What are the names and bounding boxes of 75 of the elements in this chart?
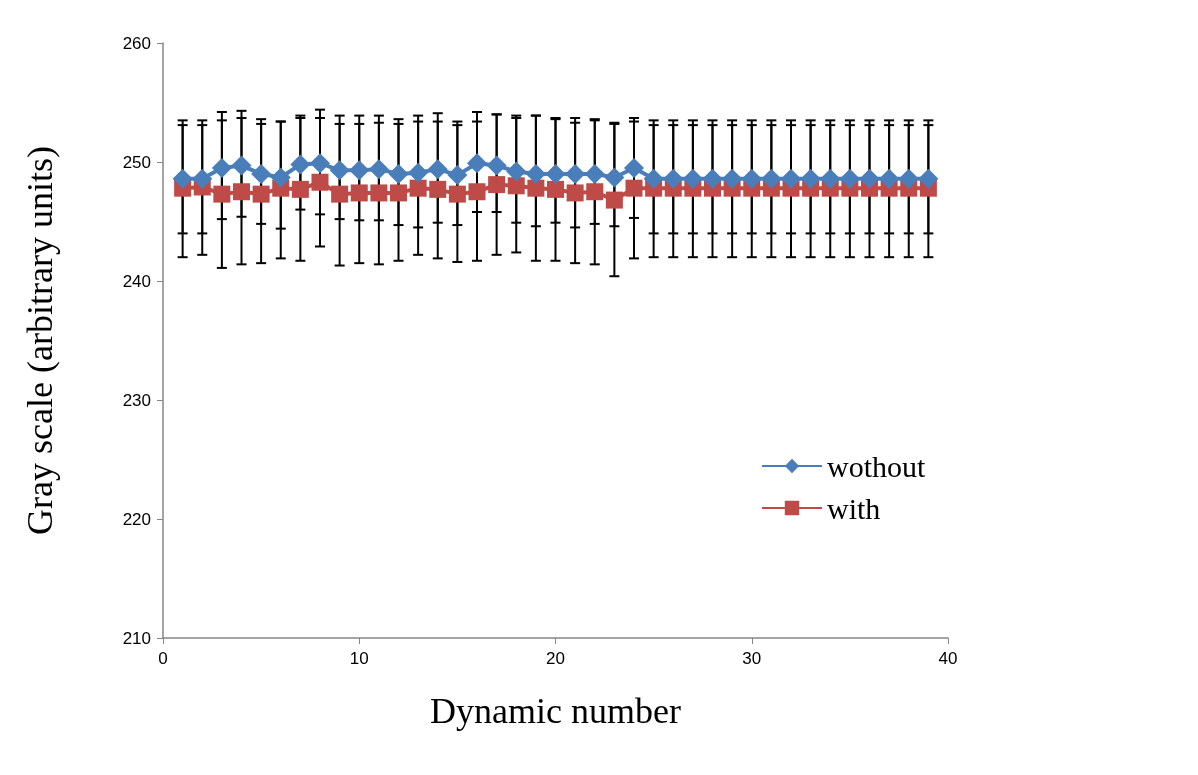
point [310,153,330,174]
point [368,159,389,180]
point [761,168,782,189]
x-tick-label: 0 [158,649,168,668]
point [447,165,468,186]
point [702,168,723,189]
point [390,184,407,202]
point [467,153,487,174]
point [584,163,605,184]
y-axis-title: Gray scale (arbitrary units) [20,146,60,535]
point [329,160,350,181]
point [547,180,564,198]
point [918,168,939,189]
point [349,160,370,181]
point [408,162,429,183]
point [800,168,821,189]
point [251,163,272,184]
point [586,183,604,201]
point [663,168,684,189]
y-tick-label: 250 [122,152,151,172]
point [839,168,860,189]
x-tick-label: 30 [742,649,762,668]
point [741,168,762,189]
point [172,168,193,189]
point [781,168,801,189]
point [409,179,427,197]
point [231,155,252,176]
point [898,168,919,189]
point [290,154,311,175]
point [370,184,388,202]
x-axis-title: Dynamic number [430,691,681,731]
point [270,167,291,188]
point [429,180,447,198]
legend-label: wothout [827,449,926,483]
point [211,157,232,178]
point [192,168,213,189]
x-tick-label: 10 [349,649,369,668]
point [486,155,507,176]
point [252,185,270,203]
point [311,173,329,191]
point [859,168,880,189]
point [291,180,309,198]
point [448,185,466,203]
point [233,183,250,201]
point [605,191,623,209]
point [625,179,643,197]
point [506,161,527,182]
point [427,159,448,180]
point [468,183,486,201]
point [879,168,900,189]
point [527,179,545,197]
legend-label: with [827,491,881,525]
point [545,163,566,184]
point [643,168,664,189]
y-tick-label: 260 [122,33,151,53]
point [820,168,841,189]
point [488,176,506,194]
point [213,185,231,203]
point [624,157,644,178]
y-tick-label: 240 [122,271,151,291]
point [331,185,349,203]
y-tick-label: 230 [122,390,151,410]
point [525,163,546,184]
point [350,184,368,202]
point [565,163,586,184]
point [566,184,584,202]
y-tick-label: 220 [122,509,151,529]
y-tick-label: 210 [122,628,151,648]
point [507,177,525,195]
point [682,168,703,189]
point [722,168,743,189]
x-tick-label: 20 [546,649,565,668]
point [604,167,625,188]
point [388,163,409,184]
x-tick-label: 40 [938,649,958,668]
